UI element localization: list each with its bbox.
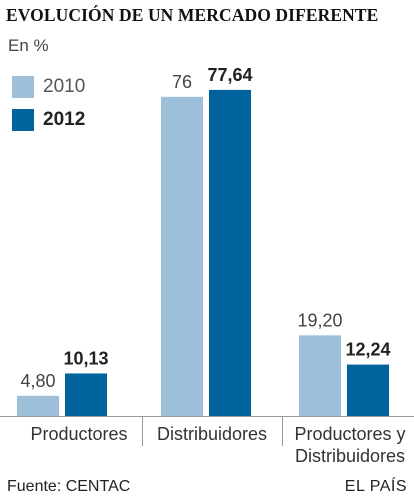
data-label-2012-0: 10,13 — [63, 348, 108, 368]
legend-item-2010: 2010 — [12, 76, 85, 98]
bar-2012-0 — [65, 373, 107, 416]
data-label-2012-1: 77,64 — [207, 65, 252, 85]
legend-label-2010: 2010 — [43, 76, 86, 97]
credit-logo: EL PAÍS — [344, 478, 407, 495]
bar-2010-0 — [17, 395, 59, 416]
data-label-2010-1: 76 — [172, 72, 192, 92]
data-label-2012-2: 12,24 — [345, 340, 390, 360]
category-label-2-0: Productores y — [294, 424, 405, 444]
legend-item-2012: 2012 — [12, 109, 85, 131]
legend-swatch-2010 — [12, 76, 34, 98]
data-label-2010-2: 19,20 — [297, 310, 342, 330]
legend-swatch-2012 — [12, 109, 34, 131]
category-label-2-1: Distribuidores — [295, 446, 405, 466]
chart-title: EVOLUCIÓN DE UN MERCADO DIFERENTE — [6, 5, 379, 25]
bar-2012-2 — [347, 364, 389, 416]
bar-2010-2 — [299, 335, 341, 416]
source-note: Fuente: CENTAC — [7, 478, 131, 495]
unit-label: En % — [8, 36, 49, 55]
legend-label-2012: 2012 — [43, 109, 86, 130]
data-label-2010-0: 4,80 — [20, 371, 55, 391]
category-label-0-0: Productores — [30, 424, 127, 444]
bar-2010-1 — [161, 96, 203, 417]
category-label-1-0: Distribuidores — [157, 424, 267, 444]
bar-2012-1 — [209, 89, 251, 417]
